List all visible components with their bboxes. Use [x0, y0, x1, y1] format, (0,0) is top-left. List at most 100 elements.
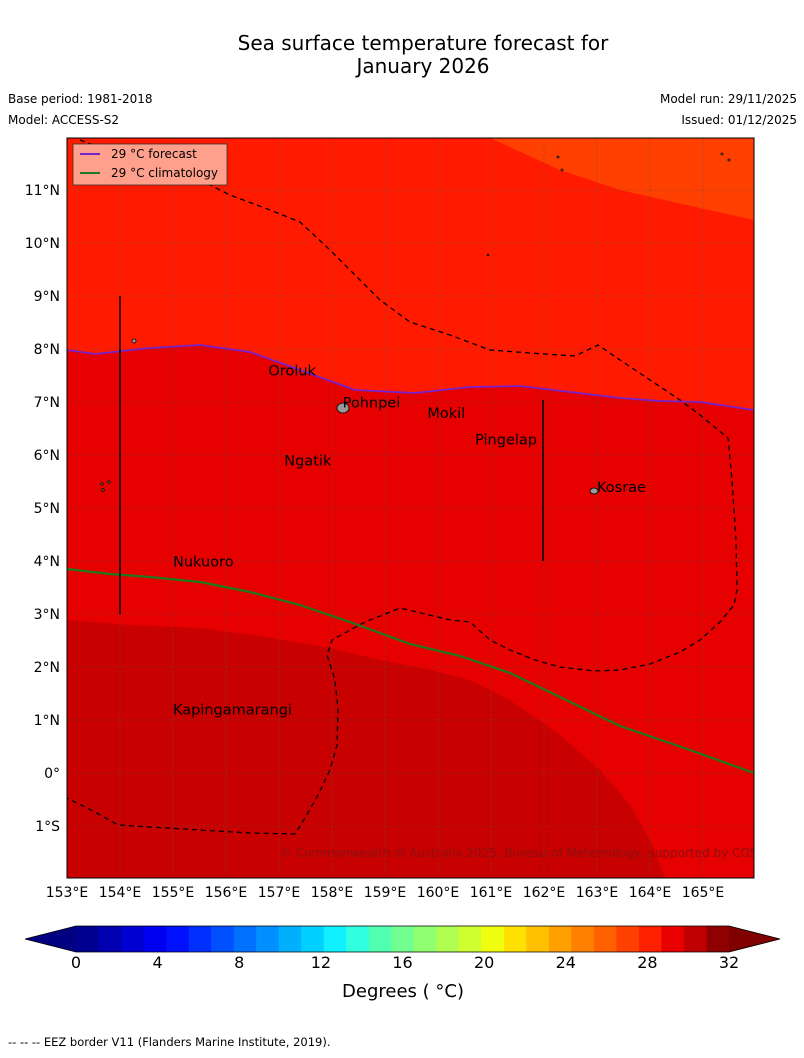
lat-tick-label: 4°N: [34, 554, 60, 570]
colorbar-cell: [143, 926, 167, 952]
colorbar-cell: [301, 926, 325, 952]
colorbar-tick-label: 0: [71, 953, 81, 972]
colorbar-tick-label: 20: [474, 953, 494, 972]
colorbar-tick-label: 24: [556, 953, 576, 972]
place-label-nukuoro: Nukuoro: [173, 554, 234, 570]
lon-tick-label: 164°E: [629, 885, 672, 901]
latitude-ticks: 11°N 10°N 9°N 8°N 7°N 6°N 5°N 4°N 3°N 2°N 1°N 0° 1°S: [25, 183, 60, 835]
lon-tick-label: 160°E: [417, 885, 460, 901]
colorbar-cell: [233, 926, 257, 952]
colorbar-cell: [98, 926, 122, 952]
lat-tick-label: 10°N: [25, 236, 60, 252]
lon-tick-label: 157°E: [258, 885, 301, 901]
title-line-1: Sea surface temperature forecast for: [237, 31, 609, 55]
eez-borders: [67, 139, 738, 835]
place-label-ngatik: Ngatik: [284, 454, 332, 470]
island-dot: [727, 158, 731, 162]
lon-tick-label: 159°E: [364, 885, 407, 901]
place-label-pohnpei: Pohnpei: [343, 395, 401, 411]
colorbar-cell: [278, 926, 302, 952]
colorbar-cell: [526, 926, 550, 952]
legend-forecast-label: 29 °C forecast: [111, 147, 197, 161]
island-dot: [101, 488, 105, 492]
lon-tick-label: 153°E: [46, 885, 89, 901]
model-run: Model run: 29/11/2025: [659, 92, 797, 106]
lon-tick-label: 163°E: [576, 885, 619, 901]
colorbar-outline: [24, 925, 781, 953]
lat-tick-label: 5°N: [34, 501, 60, 517]
lat-tick-label: 1°S: [35, 819, 60, 835]
colorbar-cell: [391, 926, 415, 952]
lon-tick-label: 161°E: [470, 885, 513, 901]
colorbar-cell: [346, 926, 370, 952]
colorbar-cell: [368, 926, 392, 952]
colorbar-label: Degrees ( °C): [342, 981, 464, 1002]
colorbar-tick-label: 12: [311, 953, 331, 972]
place-label-oroluk: Oroluk: [268, 364, 316, 380]
colorbar-cell: [76, 926, 100, 952]
lon-tick-label: 165°E: [682, 885, 725, 901]
colorbar-tick-label: 28: [637, 953, 657, 972]
island-dot: [131, 338, 137, 344]
colorbar-tick-label: 8: [234, 953, 244, 972]
colorbar-cell: [571, 926, 595, 952]
island-dot: [560, 168, 564, 172]
colorbar-cell: [683, 926, 707, 952]
colorbar-cell: [256, 926, 280, 952]
place-label-kosrae: Kosrae: [597, 480, 646, 496]
island-dot: [486, 253, 490, 257]
climatology-29c-isotherm: [67, 567, 754, 775]
colorbar-min-arrow: [25, 926, 76, 952]
lon-tick-label: 154°E: [99, 885, 142, 901]
colorbar-cell: [616, 926, 640, 952]
lat-tick-label: 6°N: [34, 448, 60, 464]
sst-field: Oroluk Pohnpei Mokil Pingelap Ngatik Kosrae Nu…: [67, 138, 785, 878]
forecast-29c-isotherm: [67, 344, 754, 411]
colorbar-max-arrow: [729, 926, 780, 952]
map-title: Sea surface temperature forecast for Jan…: [0, 32, 804, 78]
lat-tick-label: 9°N: [34, 289, 60, 305]
colorbar-cell: [121, 926, 145, 952]
lat-tick-label: 2°N: [34, 660, 60, 676]
copyright-text: © Commonwealth of Australia 2025, Bureau…: [280, 846, 785, 860]
islands: [100, 152, 731, 495]
graticule: [67, 138, 754, 878]
colorbar-cell: [661, 926, 685, 952]
lon-tick-label: 155°E: [152, 885, 195, 901]
colorbar-tick-label: 16: [392, 953, 412, 972]
legend-box: [72, 143, 228, 186]
kosrae-island: [589, 487, 599, 495]
island-dot: [556, 155, 560, 159]
colorbar-cell: [503, 926, 527, 952]
eez-fsm-border: [67, 139, 738, 835]
island-dot: [107, 480, 111, 484]
colorbar-cell: [436, 926, 460, 952]
title-line-2: January 2026: [356, 54, 490, 78]
lon-tick-label: 158°E: [311, 885, 354, 901]
forecast-map: Oroluk Pohnpei Mokil Pingelap Ngatik Kosrae Nu…: [24, 137, 785, 1002]
lon-tick-label: 162°E: [523, 885, 566, 901]
island-dot: [720, 152, 724, 156]
lat-tick-label: 7°N: [34, 395, 60, 411]
colorbar-cell: [413, 926, 437, 952]
colorbar-cells: [76, 926, 730, 952]
colorbar-cell: [211, 926, 235, 952]
colorbar: 0 4 8 12 16 20 24 28 32 Degrees ( °C): [24, 925, 781, 1002]
colorbar-cell: [706, 926, 730, 952]
place-labels: Oroluk Pohnpei Mokil Pingelap Ngatik Kosrae Nu…: [173, 364, 646, 719]
place-label-pingelap: Pingelap: [475, 432, 537, 448]
lat-tick-label: 3°N: [34, 607, 60, 623]
colorbar-cell: [593, 926, 617, 952]
lat-tick-label: 1°N: [34, 713, 60, 729]
colorbar-cell: [323, 926, 347, 952]
sst-band-30-31: [67, 620, 665, 878]
colorbar-cell: [166, 926, 190, 952]
colorbar-cell: [458, 926, 482, 952]
base-period: Base period: 1981-2018: [8, 92, 153, 106]
colorbar-cell: [638, 926, 662, 952]
sst-band-27-28: [490, 138, 754, 220]
lat-tick-label: 11°N: [25, 183, 60, 199]
lon-tick-label: 156°E: [205, 885, 248, 901]
eez-footnote: -- -- -- EEZ border V11 (Flanders Marine…: [8, 1035, 331, 1049]
longitude-ticks: 153°E 154°E 155°E 156°E 157°E 158°E 159°E 160°E…: [46, 885, 725, 901]
